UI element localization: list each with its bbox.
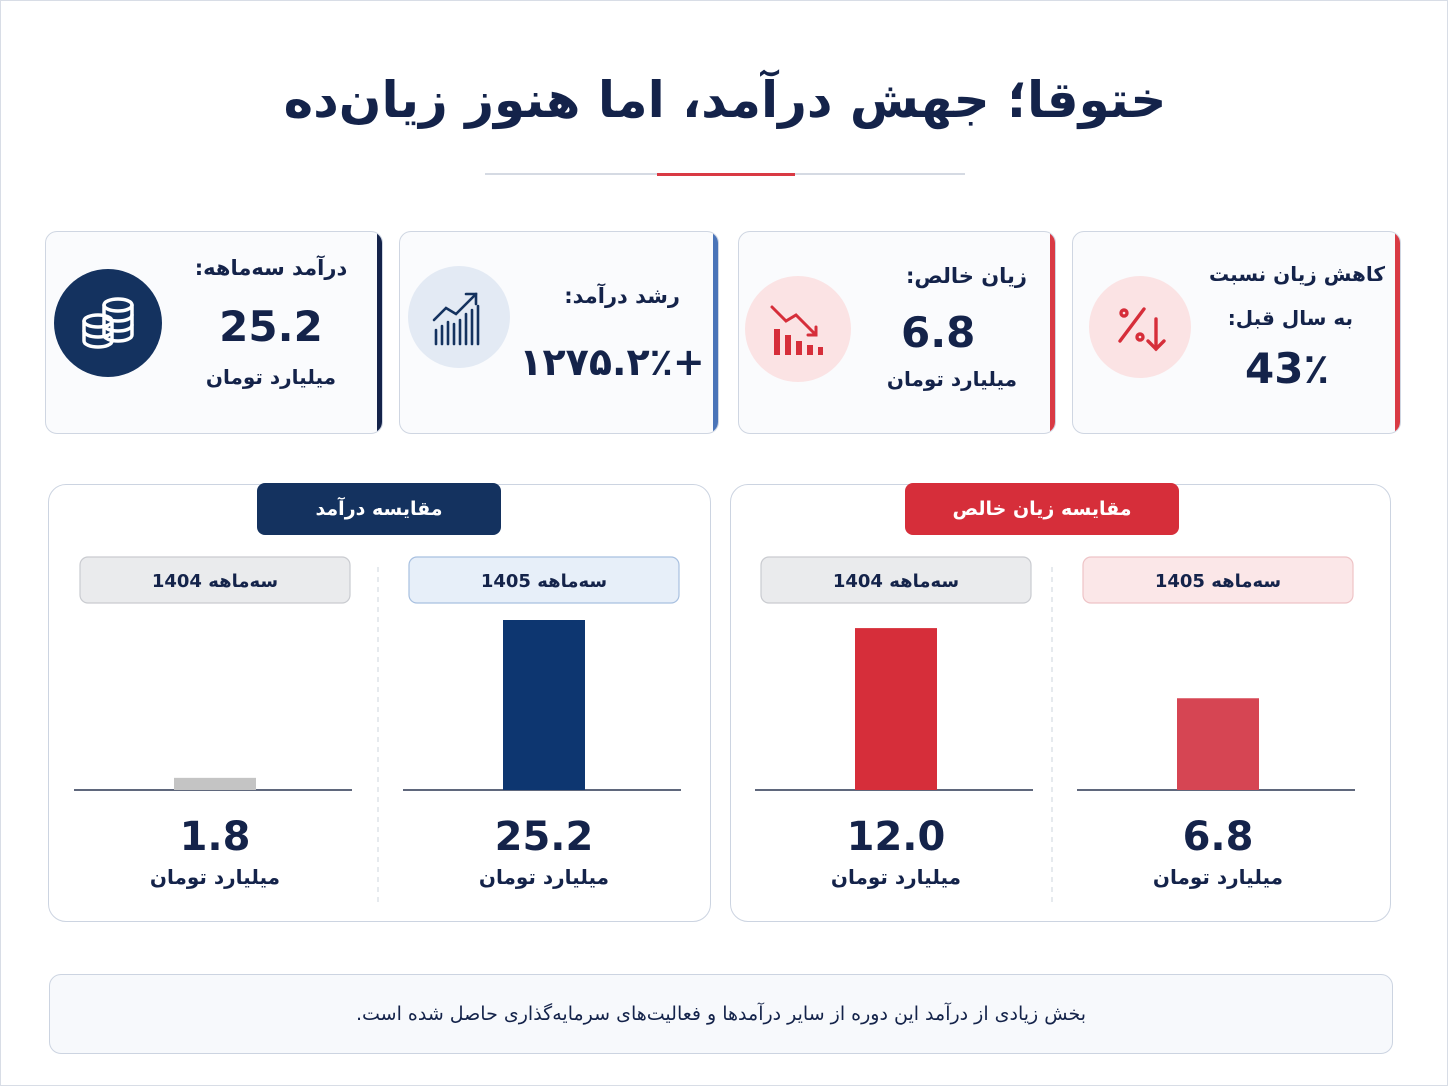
data-label: 1.8 (180, 814, 251, 860)
revenue-comparison-panel: مقایسه درآمد سه‌ماهه 1405 25.2 میلیارد توم… (48, 483, 711, 922)
loss-comparison-panel: مقایسه زیان خالص سه‌ماهه 1405 6.8 میلیارد … (730, 483, 1391, 922)
revenue-comparison-chart: سه‌ماهه 1405 25.2 میلیارد تومان سه‌ماهه 140… (74, 556, 681, 905)
bar (503, 620, 585, 790)
revenue-comparison-title: مقایسه درآمد (257, 483, 501, 535)
title-divider (485, 172, 965, 176)
category-pill (1082, 556, 1354, 604)
kpi-growth-value: +۱۲۷۵.۲٪ (519, 340, 705, 384)
loss-comparison-chart: سه‌ماهه 1405 6.8 میلیارد تومان سه‌ماهه 1404… (755, 556, 1355, 905)
kpi-reduction-label-line2: به سال قبل: (1227, 306, 1353, 330)
kpi-loss-unit: میلیارد تومان (886, 367, 1018, 391)
kpi-card-growth: رشد درآمد: +۱۲۷۵.۲٪ (399, 231, 719, 434)
kpi-revenue-unit: میلیارد تومان (205, 365, 337, 389)
unit-label: میلیارد تومان (150, 865, 280, 889)
page-title: ختوقا؛ جهش درآمد، اما هنوز زیان‌ده (283, 71, 1167, 129)
category-label: سه‌ماهه 1404 (152, 571, 278, 592)
kpi-growth-label: رشد درآمد: (564, 284, 680, 308)
kpi-card-loss-reduction: کاهش زیان نسبت به سال قبل: 43٪ (1072, 231, 1401, 434)
kpi-revenue-icon-circle (54, 269, 162, 377)
kpi-loss-label: زیان خالص: (905, 264, 1027, 288)
kpi-reduction-icon-circle (1089, 276, 1191, 378)
unit-label: میلیارد تومان (479, 865, 609, 889)
kpi-growth-text: رشد درآمد: (520, 284, 700, 308)
category-pill (408, 556, 680, 604)
category-pill (760, 556, 1032, 604)
declining-chart-icon (770, 305, 823, 355)
category-label: سه‌ماهه 1405 (1155, 571, 1281, 592)
bar (855, 628, 937, 790)
kpi-growth-icon-circle (408, 266, 510, 368)
kpi-reduction-text: کاهش زیان نسبت به سال قبل: 43٪ (1201, 262, 1385, 393)
kpi-reduction-value: 43٪ (1245, 344, 1330, 393)
category-label: سه‌ماهه 1404 (833, 571, 959, 592)
kpi-revenue-text: درآمد سه‌ماهه: 25.2 میلیارد تومان (176, 256, 366, 389)
kpi-revenue-label: درآمد سه‌ماهه: (194, 256, 348, 280)
data-label: 25.2 (495, 814, 594, 860)
loss-comparison-title: مقایسه زیان خالص (905, 483, 1179, 535)
growth-chart-icon (432, 292, 480, 346)
coins-icon (82, 297, 134, 349)
unit-label: میلیارد تومان (1153, 865, 1283, 889)
kpi-loss-icon-circle (745, 276, 851, 382)
unit-label: میلیارد تومان (831, 865, 961, 889)
kpi-loss-text: زیان خالص: 6.8 میلیارد تومان (867, 264, 1037, 391)
data-label: 6.8 (1183, 814, 1254, 860)
title-divider-accent (657, 172, 795, 176)
category-label: سه‌ماهه 1405 (481, 571, 607, 592)
bar (174, 777, 256, 790)
kpi-revenue-value: 25.2 (219, 302, 323, 351)
data-label: 12.0 (847, 814, 946, 860)
category-pill (79, 556, 351, 604)
footer-note: بخش زیادی از درآمد این دوره از سایر درآم… (49, 974, 1393, 1054)
kpi-reduction-label-line1: کاهش زیان نسبت (1208, 262, 1385, 286)
kpi-card-net-loss: زیان خالص: 6.8 میلیارد تومان (738, 231, 1056, 434)
kpi-card-revenue: درآمد سه‌ماهه: 25.2 میلیارد تومان (45, 231, 383, 434)
bar (1177, 698, 1259, 790)
kpi-loss-value: 6.8 (901, 308, 976, 357)
percent-down-icon (1118, 307, 1166, 352)
